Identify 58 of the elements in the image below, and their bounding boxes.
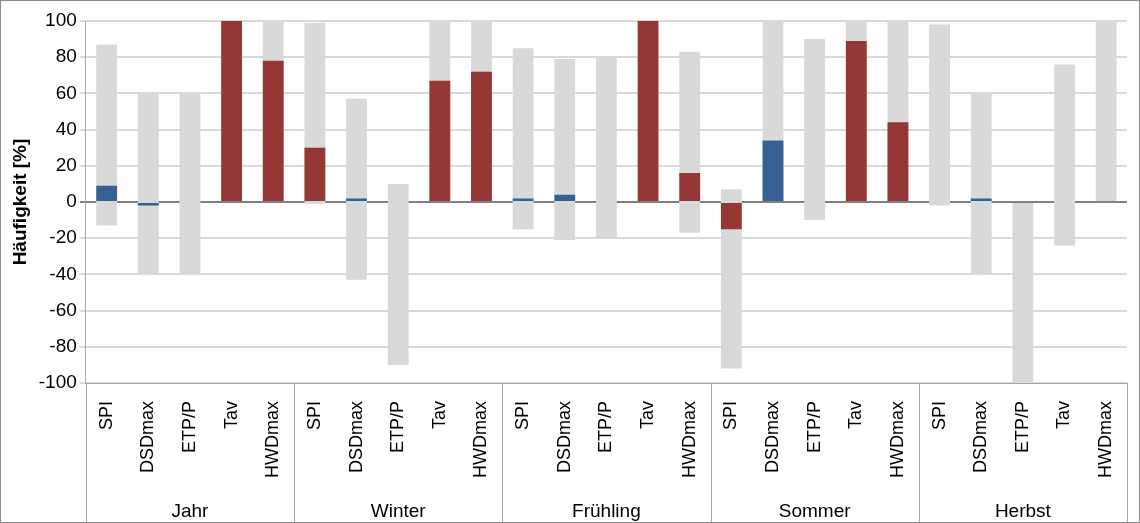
x-tick-label: DSDmax <box>345 401 366 474</box>
bar <box>96 185 118 201</box>
y-tick-label: 20 <box>55 154 77 176</box>
x-tick-label: ETP/P <box>595 401 616 454</box>
x-tick-label: HWDmax <box>886 401 907 479</box>
x-tick-label: HWDmax <box>262 401 283 479</box>
text: Winter <box>370 499 427 521</box>
text: Jahr <box>171 499 210 521</box>
y-tick-label: 100 <box>45 9 77 31</box>
y-tick-label: -100 <box>38 371 77 393</box>
bar <box>221 21 242 201</box>
x-tick-label: DSDmax <box>761 401 782 474</box>
bar <box>887 122 909 201</box>
bar <box>262 60 284 201</box>
y-tick-label: 80 <box>55 45 77 67</box>
bar <box>304 147 326 201</box>
bar <box>554 194 576 201</box>
y-tick-label: -80 <box>49 335 77 357</box>
x-tick-label: ETP/P <box>387 401 408 454</box>
x-tick-label: SPI <box>512 401 533 431</box>
bar <box>512 198 534 201</box>
x-tick-label: DSDmax <box>137 401 158 474</box>
y-tick-label: -40 <box>49 262 77 284</box>
bar <box>720 203 742 230</box>
y-tick-label: 60 <box>55 81 77 103</box>
bar <box>970 198 992 201</box>
y-tick-label: 0 <box>66 190 77 212</box>
x-tick-label: Tav <box>1053 401 1074 430</box>
x-tick-label: Tav <box>845 401 866 430</box>
text: Herbst <box>994 499 1052 521</box>
x-tick-label: DSDmax <box>553 401 574 474</box>
bar <box>679 173 701 201</box>
text: Sommer <box>778 499 852 521</box>
y-tick-label: -60 <box>49 298 77 320</box>
bar <box>762 140 784 201</box>
bar <box>429 80 451 201</box>
bar <box>346 198 367 201</box>
x-tick-label: SPI <box>95 401 116 431</box>
x-tick-label: SPI <box>720 401 741 431</box>
bar <box>471 71 492 201</box>
x-tick-label: Tav <box>637 401 658 430</box>
x-tick-label: HWDmax <box>678 401 699 479</box>
x-tick-label: HWDmax <box>1095 401 1116 479</box>
text: Frühling <box>572 499 641 521</box>
y-tick-label: 40 <box>55 117 77 139</box>
x-tick-label: ETP/P <box>803 401 824 454</box>
bar <box>637 21 659 201</box>
x-tick-label: Tav <box>428 401 449 430</box>
y-axis-title: Häufigkeit [%] <box>8 138 30 266</box>
x-tick-label: HWDmax <box>470 401 491 479</box>
x-tick-label: DSDmax <box>970 401 991 474</box>
y-tick-label: -20 <box>49 226 77 248</box>
bar <box>137 203 159 206</box>
x-tick-label: ETP/P <box>178 401 199 454</box>
x-tick-label: ETP/P <box>1011 401 1032 454</box>
x-tick-label: SPI <box>303 401 324 431</box>
x-tick-label: SPI <box>928 401 949 431</box>
x-tick-label: Tav <box>220 401 241 430</box>
